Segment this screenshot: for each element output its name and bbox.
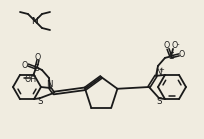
Text: -: - [177,41,179,47]
Text: S: S [168,52,174,61]
Text: O: O [172,41,178,50]
Text: OH: OH [25,75,37,84]
Text: N: N [46,80,52,89]
Text: O: O [164,41,170,50]
Text: N: N [32,17,38,25]
Text: O: O [179,50,185,59]
Text: S: S [156,97,162,106]
Text: O: O [35,53,41,61]
Text: O: O [22,60,28,70]
Text: N: N [155,68,161,77]
Text: +: + [158,67,164,73]
Text: S: S [33,64,39,73]
Text: S: S [37,97,43,106]
